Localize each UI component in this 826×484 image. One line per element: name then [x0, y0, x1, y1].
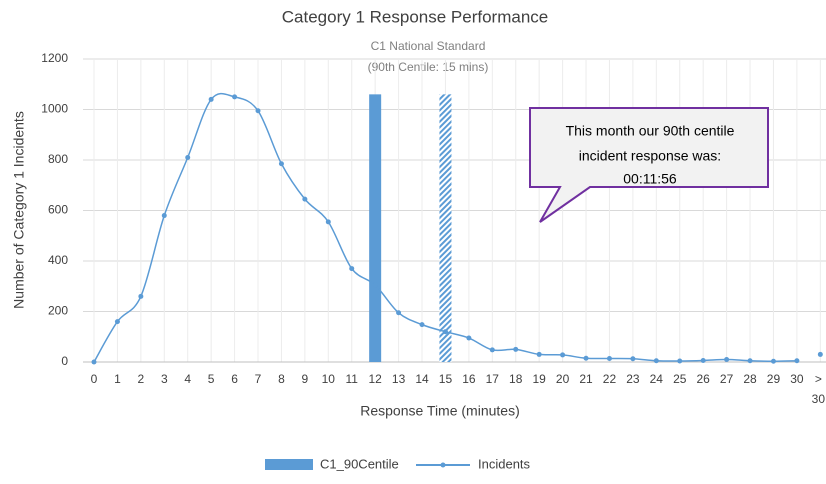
x-tick-label: 15: [439, 372, 453, 386]
line-marker: [442, 329, 448, 335]
x-tick-label: 14: [415, 372, 429, 386]
callout: This month our 90th centile incident res…: [529, 107, 769, 223]
bar: [439, 94, 452, 362]
line-marker: [396, 310, 402, 316]
x-tick-label: >30: [812, 372, 826, 406]
line-marker: [677, 358, 683, 364]
y-axis-title: Number of Category 1 Incidents: [11, 111, 27, 309]
legend-swatch: [265, 459, 313, 470]
x-tick-label: 2: [138, 372, 145, 386]
x-tick-label: 12: [368, 372, 382, 386]
x-tick-label: 6: [231, 372, 238, 386]
x-tick-label: 21: [579, 372, 593, 386]
x-tick-label: 5: [208, 372, 215, 386]
x-tick-label: 20: [556, 372, 570, 386]
line-marker: [185, 154, 191, 160]
line-marker: [302, 196, 308, 202]
bar: [369, 94, 382, 362]
x-tick-label: 11: [345, 372, 358, 386]
x-tick-label: 22: [603, 372, 617, 386]
line-marker: [91, 359, 97, 365]
callout-text: This month our 90th centile: [566, 123, 735, 139]
line-marker: [817, 351, 823, 357]
line-marker: [232, 94, 238, 100]
line-marker: [747, 358, 753, 364]
line-marker: [466, 335, 472, 341]
line-marker: [653, 358, 659, 364]
x-tick-label: 26: [697, 372, 711, 386]
x-tick-label: 1: [114, 372, 121, 386]
annotation: (90th Centile: 15 mins): [368, 60, 489, 74]
line-marker: [138, 293, 144, 299]
x-tick-label: 28: [743, 372, 757, 386]
x-tick-label: 17: [486, 372, 500, 386]
x-tick-label: 8: [278, 372, 285, 386]
line-marker: [372, 282, 378, 288]
x-tick-label: 23: [626, 372, 640, 386]
x-tick-label: 25: [673, 372, 687, 386]
line-marker: [489, 347, 495, 353]
x-tick-label: 24: [650, 372, 664, 386]
x-tick-label: 7: [255, 372, 262, 386]
y-tick-label: 600: [48, 203, 68, 217]
x-tick-label: 16: [462, 372, 476, 386]
line-marker: [630, 356, 636, 362]
x-tick-label: 13: [392, 372, 406, 386]
line-marker: [114, 319, 120, 325]
line-marker: [700, 357, 706, 363]
line-marker: [770, 358, 776, 364]
chart-title: Category 1 Response Performance: [282, 7, 548, 26]
line-marker: [325, 219, 331, 225]
line-marker: [349, 266, 355, 272]
callout-text: 00:11:56: [623, 171, 677, 187]
legend-label: C1_90Centile: [320, 456, 399, 471]
x-tick-label: 9: [302, 372, 309, 386]
annotation: C1 National Standard: [371, 39, 486, 53]
line-marker: [606, 355, 612, 361]
x-tick-label: 29: [767, 372, 781, 386]
x-tick-label: 27: [720, 372, 734, 386]
line-marker: [724, 356, 730, 362]
line-marker: [513, 346, 519, 352]
line-marker: [255, 108, 261, 114]
x-axis-title: Response Time (minutes): [360, 403, 520, 419]
line-marker: [208, 96, 214, 102]
y-tick-label: 1200: [41, 51, 68, 65]
line-marker: [583, 355, 589, 361]
line-marker: [560, 352, 566, 358]
line-marker: [161, 213, 167, 219]
x-tick-label: 0: [91, 372, 98, 386]
x-tick-label: 18: [509, 372, 523, 386]
x-tick-label: 3: [161, 372, 168, 386]
y-tick-label: 200: [48, 304, 68, 318]
x-tick-label: 30: [790, 372, 804, 386]
y-tick-label: 1000: [41, 102, 68, 116]
y-tick-label: 800: [48, 152, 68, 166]
x-tick-label: 4: [184, 372, 191, 386]
x-tick-label: 10: [322, 372, 336, 386]
legend-marker: [440, 462, 446, 468]
y-tick-label: 400: [48, 253, 68, 267]
y-tick-label: 0: [61, 354, 68, 368]
callout-box: [529, 107, 769, 223]
line-marker: [794, 358, 800, 364]
x-tick-label: 19: [532, 372, 546, 386]
legend: C1_90Centile Incidents: [265, 456, 531, 471]
line-marker: [419, 322, 425, 328]
line-marker: [536, 351, 542, 357]
legend-label: Incidents: [478, 456, 531, 471]
line-marker: [278, 161, 284, 167]
callout-text: incident response was:: [579, 148, 721, 164]
